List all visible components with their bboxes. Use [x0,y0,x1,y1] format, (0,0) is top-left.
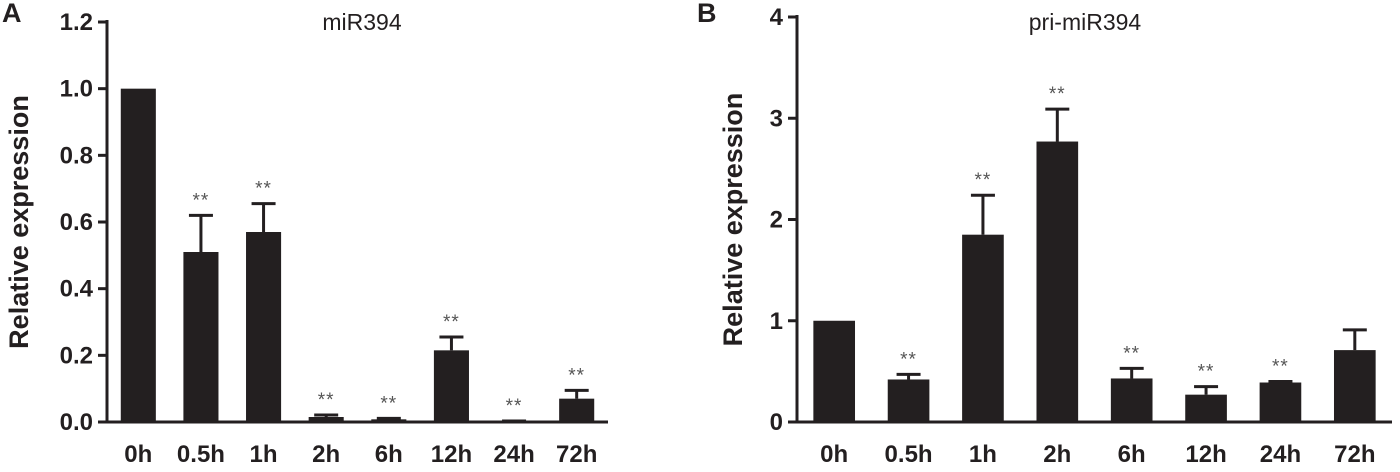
significance-marker-12h: ** [1198,362,1215,383]
chart-title: pri-miR394 [1029,9,1142,35]
panel-letter: A [2,0,22,28]
x-tick-label: 0.5h [177,441,225,468]
y-tick-label: 0.6 [60,209,93,236]
y-tick-label: 1.0 [60,76,93,103]
y-tick-label: 0 [770,409,783,436]
bar-0.5h [887,379,930,422]
significance-marker-24h: ** [1272,357,1289,378]
bar-12h [1185,394,1227,422]
bar-1h [246,232,282,422]
chart-title: miR394 [322,9,401,35]
significance-marker-0.5h: ** [900,349,917,370]
x-tick-label: 72h [1334,441,1375,468]
y-tick-label: 3 [770,105,783,132]
bar-2h [1036,141,1079,422]
significance-marker-6h: ** [380,393,397,414]
x-tick-label: 24h [1260,441,1301,468]
y-axis-label: Relative expression [4,95,34,349]
bar-6h [371,419,407,422]
y-tick-label: 0.0 [60,409,93,436]
y-tick-label: 4 [770,4,784,31]
significance-marker-1h: ** [975,170,992,191]
bar-6h [1110,378,1153,422]
y-tick-label: 0.2 [60,342,93,369]
y-tick-label: 0.8 [60,142,93,169]
bar-0.5h [183,252,219,422]
bar-2h [308,417,344,422]
x-tick-label: 6h [1118,441,1146,468]
significance-marker-2h: ** [1049,84,1066,105]
bar-0h [813,320,856,422]
significance-marker-12h: ** [443,312,460,333]
y-tick-label: 2 [770,207,783,234]
significance-marker-0.5h: ** [193,190,210,211]
x-tick-label: 6h [375,441,403,468]
bar-1h [962,234,1004,422]
panel-letter: B [697,0,717,28]
x-tick-label: 72h [556,441,597,468]
bar-0h [120,88,156,423]
significance-marker-2h: ** [318,390,335,411]
bar-24h [1259,382,1302,422]
x-tick-label: 2h [1043,441,1071,468]
x-tick-label: 12h [1185,441,1226,468]
x-tick-label: 1h [969,441,997,468]
x-tick-label: 24h [493,441,534,468]
significance-marker-72h: ** [568,365,585,386]
y-tick-label: 0.4 [60,276,94,303]
y-tick-label: 1 [770,308,783,335]
x-tick-label: 0h [820,441,848,468]
bar-12h [433,350,469,422]
x-tick-label: 2h [312,441,340,468]
significance-marker-24h: ** [506,396,523,417]
bar-72h [559,398,595,422]
significance-marker-1h: ** [255,179,272,200]
significance-marker-6h: ** [1123,343,1140,364]
x-tick-label: 1h [250,441,278,468]
x-tick-label: 0h [124,441,152,468]
x-tick-label: 0.5h [885,441,933,468]
bar-72h [1333,350,1376,422]
x-tick-label: 12h [431,441,472,468]
y-axis-label: Relative expression [718,93,748,347]
y-tick-label: 1.2 [60,9,93,36]
